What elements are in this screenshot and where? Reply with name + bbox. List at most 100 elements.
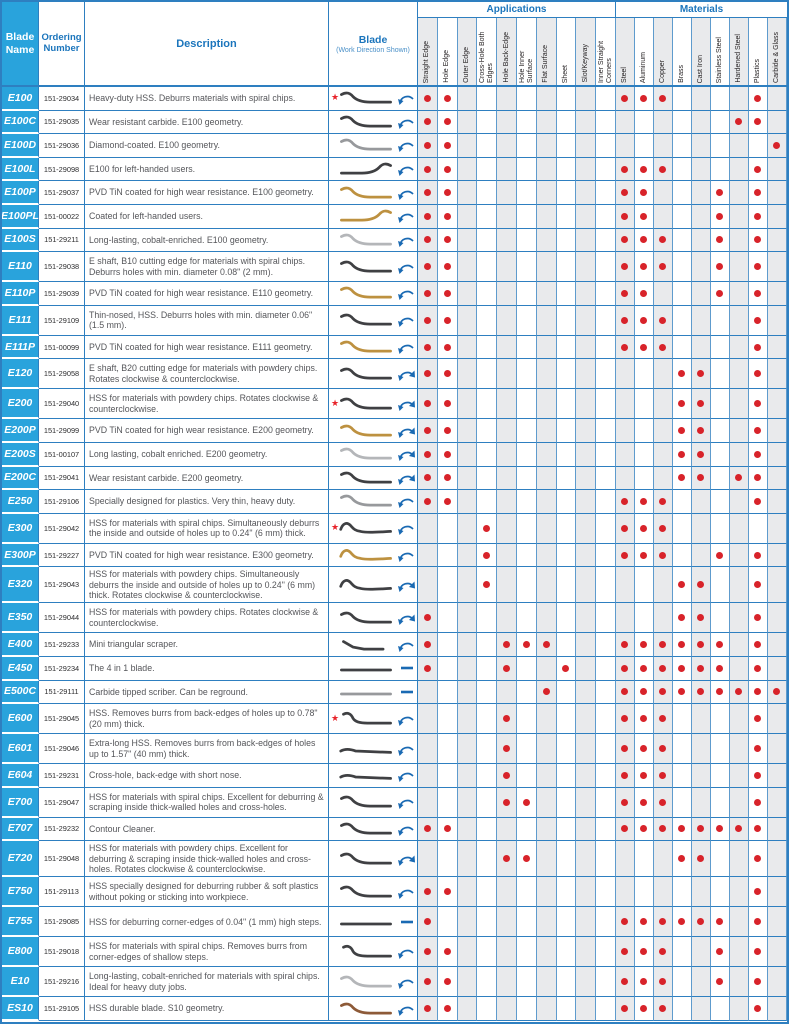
app-cell-hole-back-edge	[497, 817, 517, 842]
blade-name-cell: E200P	[2, 419, 39, 443]
app-cell-straight-edge	[418, 967, 438, 998]
blade-name-cell: E200C	[2, 466, 39, 491]
description-cell: Wear resistant carbide. E100 geometry.	[85, 110, 329, 135]
app-cell-hole-inner-surface	[516, 134, 537, 158]
mat-cell-aluminum	[634, 680, 654, 705]
capability-dot	[659, 497, 667, 505]
app-cell-inner-straight-corners	[596, 841, 616, 878]
mat-cell-stainless-steel	[710, 907, 730, 938]
table-row-e100: E100 151-29034 Heavy-duty HSS. Deburrs mat…	[2, 87, 787, 111]
app-cell-hole-edge	[437, 787, 458, 818]
app-cell-cross-hole-both-edges	[477, 877, 498, 908]
blade-image-cell	[329, 734, 418, 765]
table-row-e100p: E100P 151-29037 PVD TiN coated for high we…	[2, 181, 787, 205]
mat-cell-hardened-steel	[729, 907, 749, 938]
capability-dot	[621, 948, 629, 956]
app-cell-sheet	[556, 335, 577, 360]
mat-cell-stainless-steel	[710, 764, 730, 788]
app-cell-flat-surface	[536, 787, 557, 818]
column-header-label: Brass	[678, 65, 686, 83]
capability-dot	[678, 474, 686, 482]
capability-dot	[754, 745, 762, 753]
mat-cell-plastics	[748, 680, 768, 705]
mat-cell-hardened-steel	[729, 157, 749, 182]
app-cell-slot-keyway	[576, 764, 597, 788]
blade-name-cell: E800	[2, 937, 39, 968]
mat-cell-carbide-glass	[767, 704, 787, 735]
app-cell-hole-back-edge	[497, 967, 517, 998]
work-direction-double-arc-icon	[398, 400, 415, 411]
app-cell-inner-straight-corners	[596, 359, 616, 390]
mat-cell-aluminum	[634, 787, 654, 818]
blade-image-cell	[329, 877, 418, 908]
capability-dot	[640, 236, 648, 244]
blade-image	[340, 495, 392, 507]
app-cell-outer-edge	[457, 967, 478, 998]
capability-dot	[754, 798, 762, 806]
mat-cell-plastics	[748, 543, 768, 568]
app-cell-hole-inner-surface	[516, 204, 537, 229]
mat-cell-copper	[653, 466, 673, 491]
table-row-e601: E601 151-29046 Extra-long HSS. Removes bur…	[2, 734, 787, 765]
mat-cell-cast-iron	[691, 656, 711, 681]
mat-cell-aluminum	[634, 567, 654, 604]
app-cell-hole-edge	[437, 680, 458, 705]
app-cell-sheet	[556, 817, 577, 842]
app-cell-hole-back-edge	[497, 181, 517, 205]
blade-image-cell	[329, 419, 418, 443]
mat-cell-steel	[615, 110, 635, 135]
mat-cell-carbide-glass	[767, 252, 787, 283]
capability-dot	[754, 263, 762, 271]
mat-cell-hardened-steel	[729, 228, 749, 253]
app-cell-sheet	[556, 877, 577, 908]
mat-cell-hardened-steel	[729, 967, 749, 998]
capability-dot	[754, 289, 762, 297]
app-cell-slot-keyway	[576, 704, 597, 735]
mat-cell-stainless-steel	[710, 335, 730, 360]
app-cell-sheet	[556, 252, 577, 283]
capability-dot	[697, 688, 705, 696]
column-header-label: Aluminum	[640, 51, 648, 83]
blade-image	[340, 397, 392, 410]
mat-cell-copper	[653, 134, 673, 158]
column-header-label: Hole Back-Edge	[502, 32, 510, 83]
capability-dot	[716, 641, 724, 649]
capability-dot	[640, 664, 648, 672]
mat-cell-hardened-steel	[729, 704, 749, 735]
column-header-label: Hardened Steel	[735, 34, 743, 83]
mat-cell-carbide-glass	[767, 204, 787, 229]
capability-dot	[443, 474, 451, 482]
mat-cell-stainless-steel	[710, 877, 730, 908]
capability-dot	[773, 141, 781, 149]
column-header-label: Flat Surface	[542, 45, 550, 83]
mat-cell-plastics	[748, 704, 768, 735]
capability-dot	[621, 343, 629, 351]
app-cell-sheet	[556, 87, 577, 111]
capability-dot	[621, 212, 629, 220]
app-cell-hole-back-edge	[497, 359, 517, 390]
capability-dot	[678, 688, 686, 696]
capability-dot	[773, 688, 781, 696]
mat-cell-stainless-steel	[710, 466, 730, 491]
mat-cell-aluminum	[634, 490, 654, 514]
app-cell-straight-edge	[418, 359, 438, 390]
mat-cell-copper	[653, 228, 673, 253]
blade-image	[340, 852, 392, 865]
app-cell-cross-hole-both-edges	[477, 282, 498, 306]
description-cell: Contour Cleaner.	[85, 817, 329, 842]
column-header-brass: Brass	[673, 18, 692, 85]
table-row-e755: E755 151-29085 HSS for deburring corner-ed…	[2, 907, 787, 938]
column-header-outer-edge: Outer Edge	[457, 18, 478, 85]
capability-dot	[754, 316, 762, 324]
app-cell-hole-edge	[437, 228, 458, 253]
app-cell-outer-edge	[457, 252, 478, 283]
mat-cell-steel	[615, 513, 635, 544]
work-direction-double-arc-icon	[398, 581, 415, 592]
app-cell-cross-hole-both-edges	[477, 87, 498, 111]
mat-cell-aluminum	[634, 466, 654, 491]
mat-cell-carbide-glass	[767, 157, 787, 182]
blade-name-cell: E110	[2, 252, 39, 283]
capability-dot	[659, 236, 667, 244]
capability-dot	[716, 212, 724, 220]
mat-cell-copper	[653, 734, 673, 765]
